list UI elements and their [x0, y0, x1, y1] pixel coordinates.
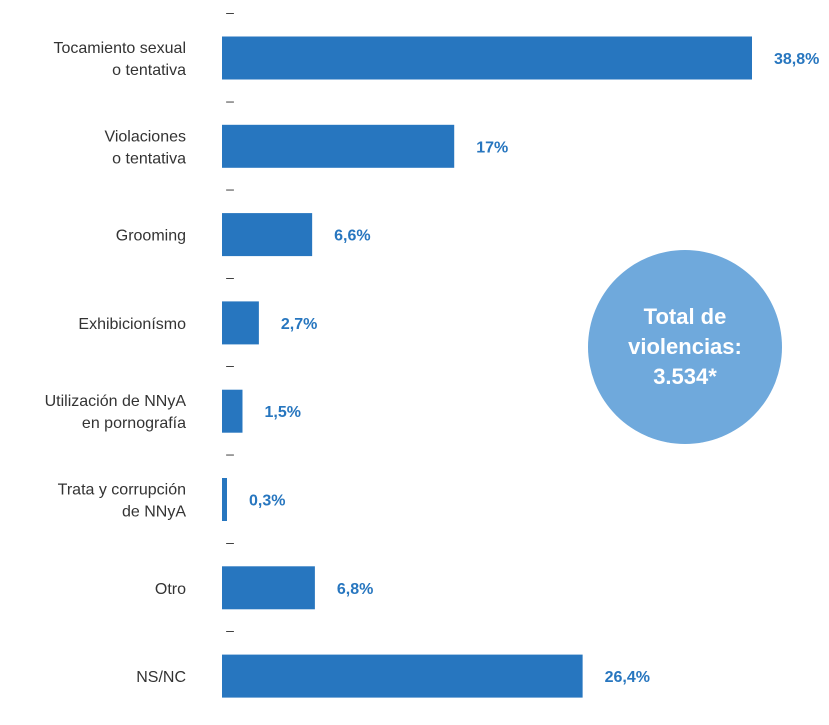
badge-line-3: 3.534* — [653, 364, 717, 389]
bar — [222, 478, 227, 521]
value-label: 17% — [476, 139, 508, 156]
value-label: 26,4% — [605, 669, 650, 686]
badge-line-2: violencias: — [628, 334, 742, 359]
bar — [222, 389, 243, 433]
category-label: Violaciones o tentativa — [104, 128, 186, 167]
bar — [222, 654, 583, 698]
value-label: 2,7% — [281, 316, 317, 333]
category-label: Trata y corrupción de NNyA — [58, 482, 187, 521]
category-label: Utilización de NNyA en pornografía — [45, 393, 187, 432]
row-separator-tick: – — [226, 4, 234, 20]
category-label: NS/NC — [136, 669, 186, 686]
bar — [222, 301, 259, 345]
value-label: 0,3% — [249, 493, 285, 510]
row-separator-tick: – — [226, 181, 234, 197]
category-label: Grooming — [116, 228, 186, 245]
bar — [222, 566, 315, 610]
category-label: Exhibicionísmo — [78, 316, 186, 333]
row-separator-tick: – — [226, 269, 234, 285]
value-label: 6,8% — [337, 581, 373, 598]
row-separator-tick: – — [226, 622, 234, 638]
value-label: 6,6% — [334, 228, 370, 245]
category-label: Tocamiento sexual o tentativa — [53, 40, 186, 79]
bar — [222, 124, 455, 168]
bar — [222, 213, 313, 257]
bar — [222, 36, 752, 80]
row-separator-tick: – — [226, 534, 234, 550]
badge-line-1: Total de — [643, 304, 727, 329]
row-separator-tick: – — [226, 357, 234, 373]
row-separator-tick: – — [226, 446, 234, 462]
value-label: 1,5% — [264, 404, 300, 421]
value-label: 38,8% — [774, 51, 819, 68]
row-separator-tick: – — [226, 92, 234, 108]
total-violencias-badge: Total de violencias: 3.534* — [588, 250, 782, 444]
category-label: Otro — [155, 581, 186, 598]
